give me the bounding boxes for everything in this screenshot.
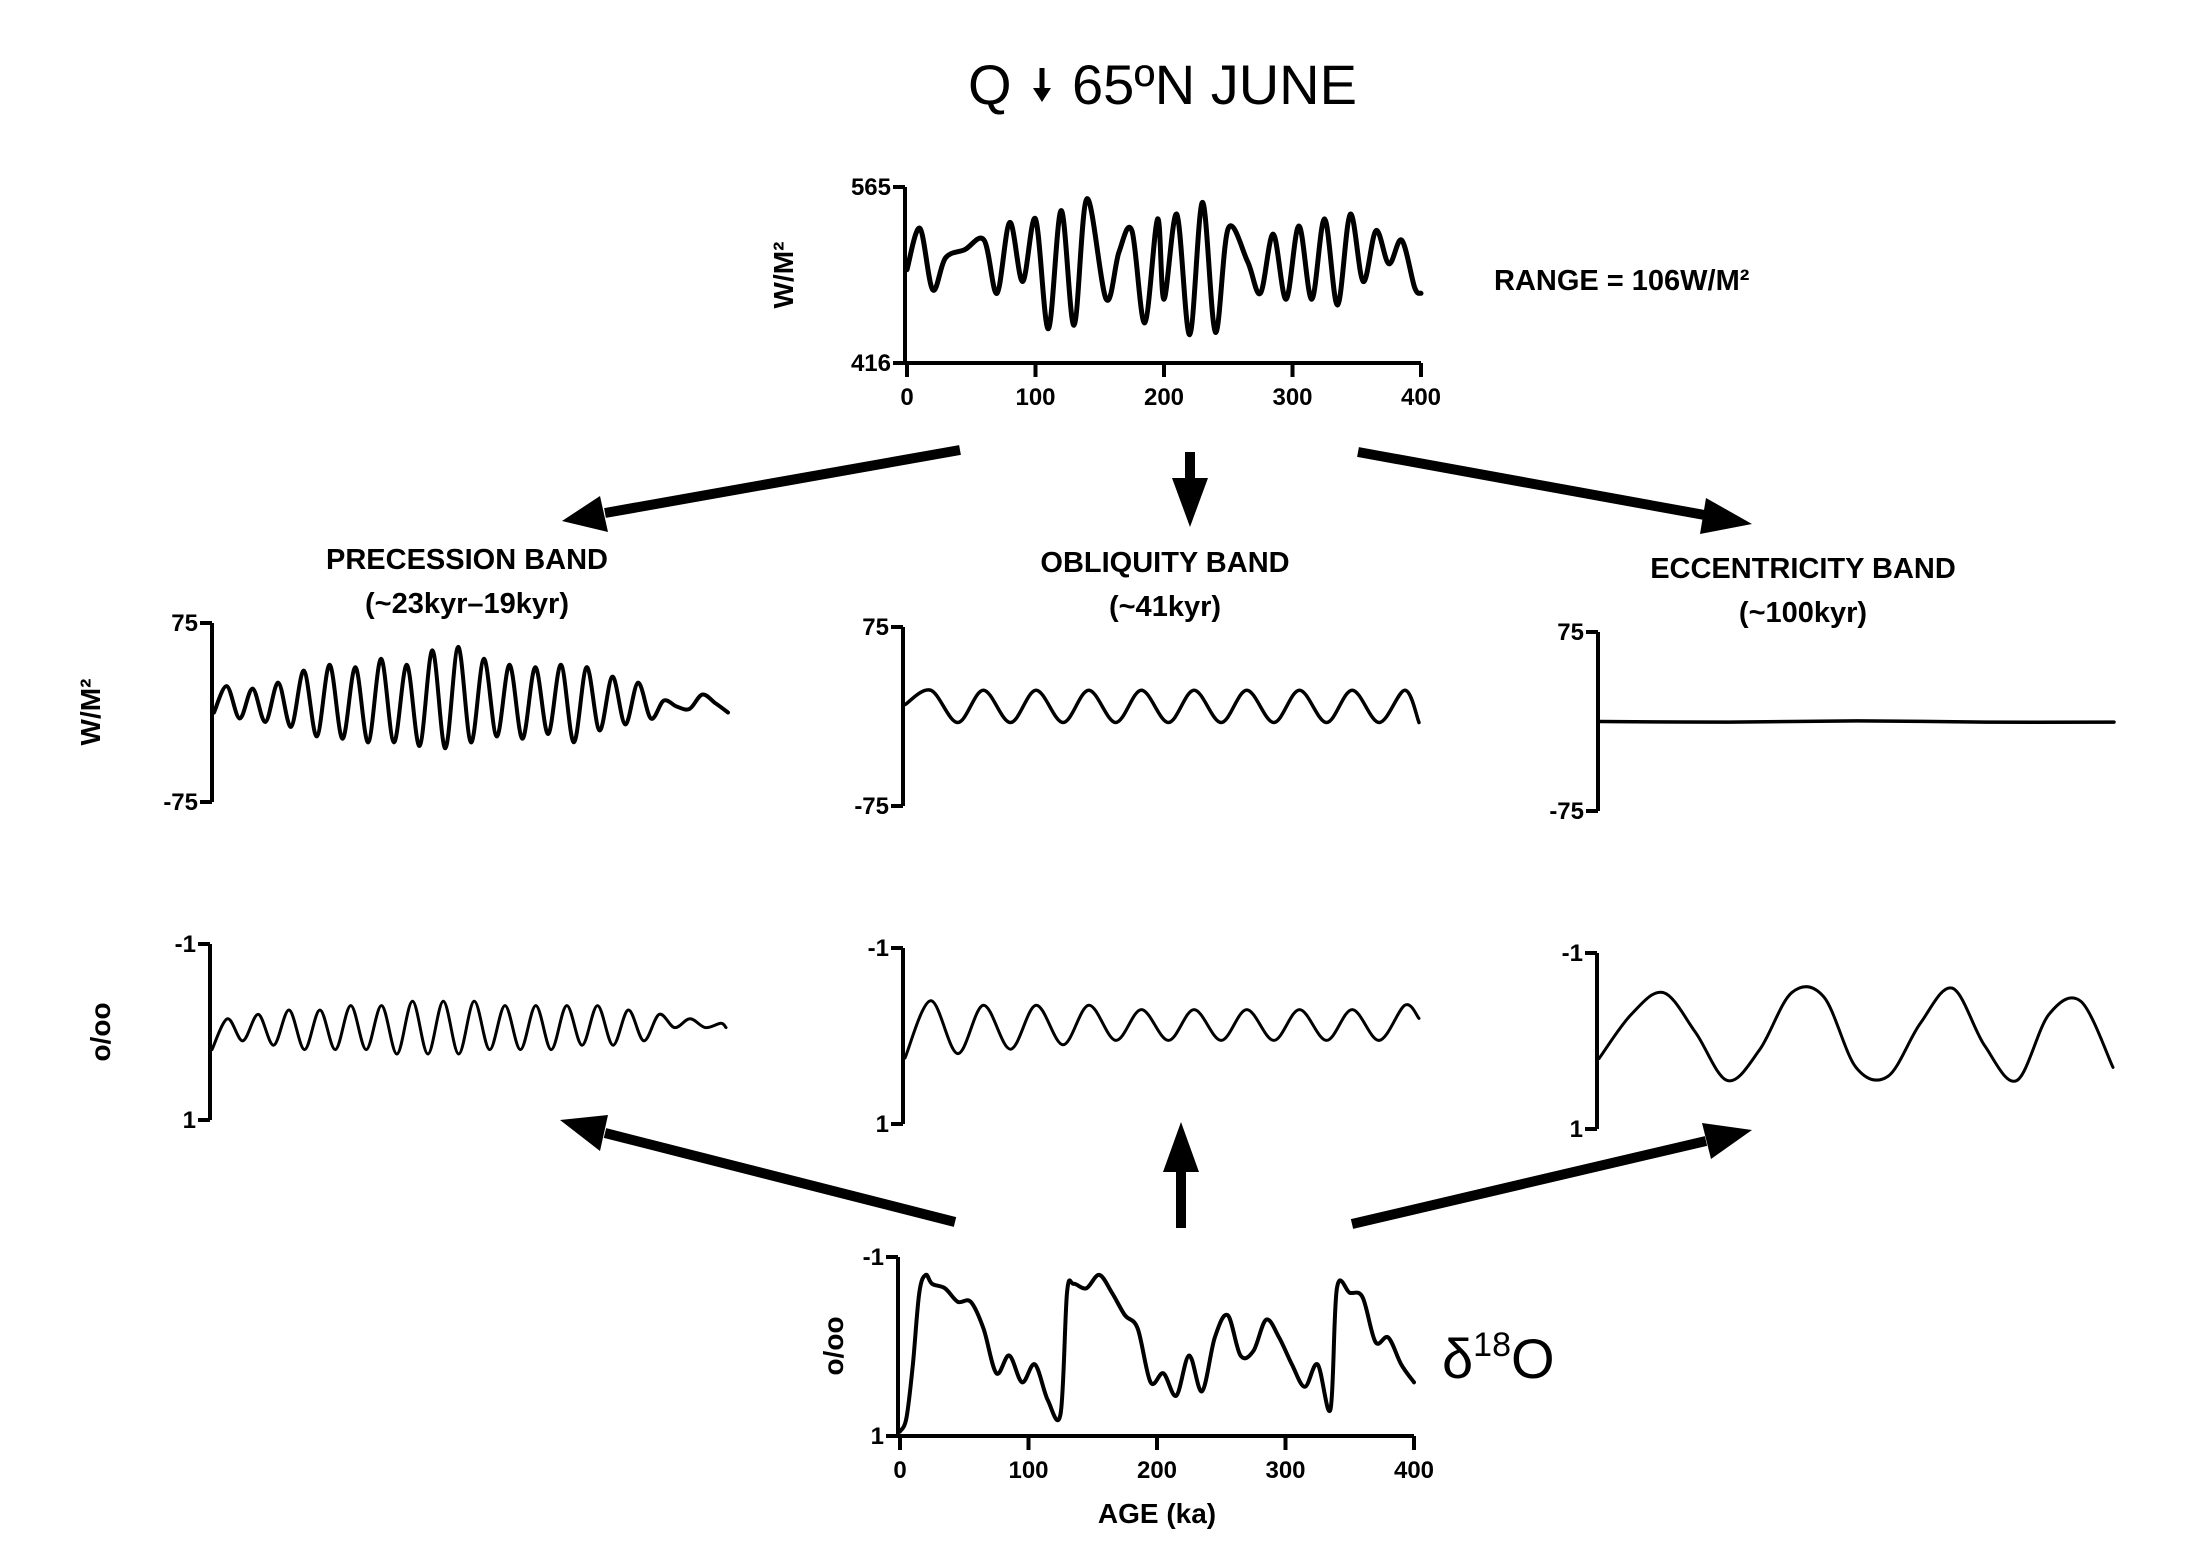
obliquity-band-period: (~41kyr)	[1109, 591, 1221, 623]
x-tick-label: 300	[1272, 384, 1312, 411]
x-tick-label: 0	[900, 384, 913, 411]
x-tick-label: 200	[1144, 384, 1184, 411]
series-line-precession-insolation	[212, 644, 730, 751]
y-tick-label: 75	[862, 614, 889, 641]
down-arrow-icon	[1033, 88, 1051, 102]
chart-obliquity-d18o: -1 1	[868, 935, 1421, 1138]
y-tick-label: -1	[175, 931, 196, 958]
y-tick-label: 1	[183, 1107, 196, 1134]
figure-title: Q 65ºN JUNE	[968, 53, 1357, 116]
chart-obliquity-insolation: 75 -75	[854, 614, 1421, 820]
y-tick-label: 75	[1557, 619, 1584, 646]
x-tick-label: 400	[1401, 384, 1441, 411]
series-line-insolation	[904, 196, 1424, 338]
eccentricity-band-period: (~100kyr)	[1739, 597, 1867, 629]
chart-eccentricity-d18o: -1 1	[1562, 940, 2115, 1143]
y-tick-label: -1	[863, 1244, 884, 1271]
y-axis-label: o/oo	[85, 1002, 116, 1061]
y-tick-label: 1	[876, 1111, 889, 1138]
series-line-obliquity-d18o	[903, 999, 1421, 1060]
series-line-d18o-record	[898, 1272, 1416, 1434]
y-tick-label: 1	[871, 1423, 884, 1450]
y-tick-label: -1	[868, 935, 889, 962]
y-axis-label: W/M²	[75, 679, 106, 746]
series-line-eccentricity-d18o	[1597, 985, 2115, 1083]
arrows	[560, 445, 1752, 1229]
charts: 565 416 0 100 200 300 400 W/M² 75 -75 W/M² 75 -75 75 -…	[75, 174, 2116, 1529]
chart-precession-insolation: 75 -75 W/M²	[75, 610, 730, 816]
precession-band-title: PRECESSION BAND	[326, 544, 608, 576]
x-axis-label: AGE (ka)	[1098, 1498, 1216, 1529]
arrow-from-d18o-to-eccentricity-head	[1702, 1123, 1752, 1159]
x-tick-label: 100	[1008, 1457, 1048, 1484]
precession-band-period: (~23kyr–19kyr)	[365, 588, 569, 620]
arrow-from-d18o-to-eccentricity-shaft	[1350, 1136, 1708, 1229]
y-tick-label: -75	[854, 793, 889, 820]
range-annotation: RANGE = 106W/M²	[1494, 265, 1750, 297]
x-tick-label: 0	[893, 1457, 906, 1484]
arrow-from-d18o-to-obliquity-head	[1163, 1122, 1199, 1172]
x-tick-label: 300	[1265, 1457, 1305, 1484]
arrow-to-precession-head	[562, 496, 608, 532]
arrow-to-eccentricity-shaft	[1357, 447, 1711, 521]
y-axis-label: W/M²	[768, 242, 799, 309]
x-tick-label: 100	[1015, 384, 1055, 411]
title-prefix: Q	[968, 53, 1012, 116]
y-tick-label: 416	[851, 350, 891, 377]
arrow-to-precession-shaft	[604, 445, 961, 518]
y-axis-label: o/oo	[818, 1316, 849, 1375]
y-tick-label: -75	[163, 789, 198, 816]
chart-d18o-record: -1 10 100 200 300 400 AGE (ka) o/oo	[818, 1244, 1434, 1529]
y-tick-label: -75	[1549, 798, 1584, 825]
y-tick-label: 565	[851, 174, 891, 201]
title-text: 65ºN JUNE	[1072, 53, 1357, 116]
series-line-precession-d18o	[210, 999, 728, 1056]
eccentricity-band-title: ECCENTRICITY BAND	[1650, 553, 1956, 585]
series-line-obliquity-insolation	[903, 688, 1421, 725]
chart-precession-d18o: -1 1 o/oo	[85, 931, 728, 1134]
d18o-label: δ18O	[1442, 1326, 1555, 1390]
arrow-from-d18o-to-precession-head	[560, 1115, 608, 1151]
y-tick-label: 75	[171, 610, 198, 637]
arrow-to-obliquity-head	[1172, 478, 1208, 527]
chart-eccentricity-insolation: 75 -75	[1549, 619, 2116, 825]
obliquity-band-title: OBLIQUITY BAND	[1040, 547, 1289, 579]
series-line-eccentricity-insolation	[1598, 719, 2116, 724]
x-tick-label: 400	[1394, 1457, 1434, 1484]
arrow-from-d18o-to-precession-shaft	[603, 1128, 957, 1227]
arrow-to-eccentricity-head	[1700, 498, 1752, 534]
x-tick-label: 200	[1137, 1457, 1177, 1484]
y-tick-label: 1	[1570, 1116, 1583, 1143]
chart-insolation: 565 416 0 100 200 300 400 W/M²	[768, 174, 1441, 411]
y-tick-label: -1	[1562, 940, 1583, 967]
